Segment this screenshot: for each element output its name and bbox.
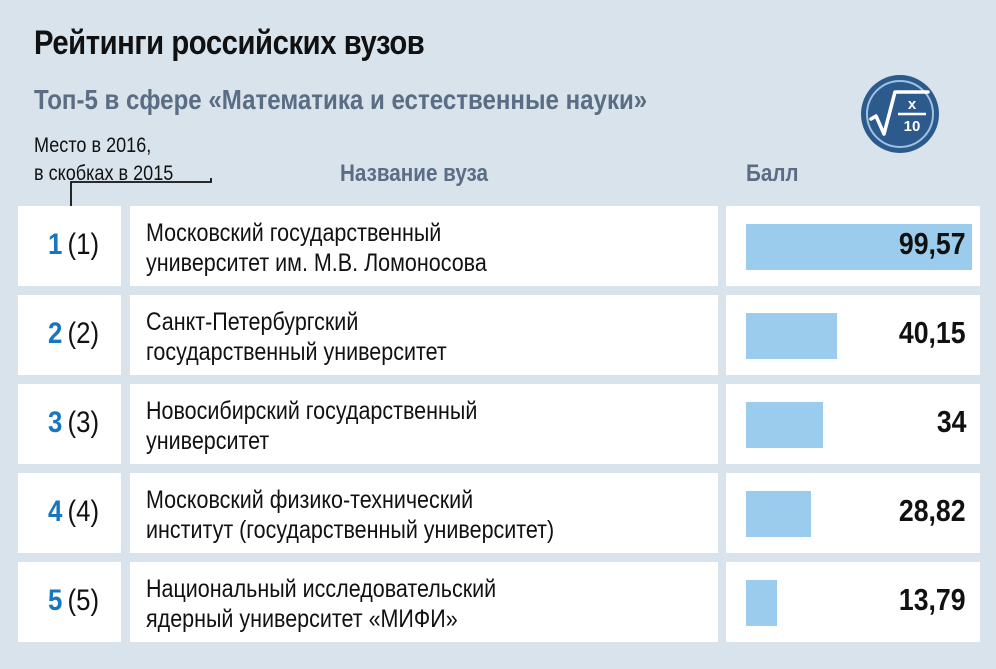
rank-number: 2 xyxy=(48,317,63,350)
university-name-line2: институт (государственный университет) xyxy=(146,516,555,544)
university-name: Новосибирский государственный университе… xyxy=(146,396,705,456)
ranking-table: 1 (1) Московский государственный универси… xyxy=(18,206,980,651)
university-name: Национальный исследовательский ядерный у… xyxy=(146,574,705,634)
column-header-name: Название вуза xyxy=(340,160,489,187)
score-label: 99,57 xyxy=(899,226,966,261)
score-bar xyxy=(746,313,837,359)
score-label: 34 xyxy=(936,404,966,439)
university-name-line2: университет xyxy=(146,427,270,455)
university-name-line1: Национальный исследовательский xyxy=(146,575,497,603)
table-row: 4 (4) Московский физико-технический инсти… xyxy=(18,473,980,553)
sqrt-x-over-10-icon: x 10 xyxy=(861,75,939,153)
badge-numerator: x xyxy=(908,96,917,113)
university-name: Московский физико-технический институт (… xyxy=(146,485,705,545)
badge-denominator: 10 xyxy=(904,118,921,135)
score-bar xyxy=(746,224,972,270)
rank-cell: 2 (2) xyxy=(18,295,121,375)
rank-previous: (1) xyxy=(67,228,100,261)
university-name: Санкт-Петербургский государственный унив… xyxy=(146,307,705,367)
page-title: Рейтинги российских вузов xyxy=(34,24,425,62)
score-bar xyxy=(746,491,811,537)
page-subtitle: Топ-5 в сфере «Математика и естественные… xyxy=(34,84,648,115)
rank-cell: 1 (1) xyxy=(18,206,121,286)
table-row: 5 (5) Национальный исследовательский ядер… xyxy=(18,562,980,642)
university-name-line2: государственный университет xyxy=(146,338,447,366)
university-name-line1: Московский физико-технический xyxy=(146,486,474,514)
rank-number: 5 xyxy=(48,584,63,617)
score-bar xyxy=(746,402,823,448)
university-name-line1: Санкт-Петербургский xyxy=(146,308,359,336)
rank-number: 3 xyxy=(48,406,63,439)
place-note-line1: Место в 2016, xyxy=(34,134,152,157)
place-note-line2: в скобках в 2015 xyxy=(34,162,174,185)
rank-previous: (3) xyxy=(67,406,100,439)
rank-previous: (4) xyxy=(67,495,100,528)
rank-cell: 4 (4) xyxy=(18,473,121,553)
name-cell: Национальный исследовательский ядерный у… xyxy=(130,562,718,642)
score-label: 40,15 xyxy=(899,315,966,350)
score-cell: 28,82 xyxy=(726,473,980,553)
score-cell: 13,79 xyxy=(726,562,980,642)
name-cell: Санкт-Петербургский государственный унив… xyxy=(130,295,718,375)
score-cell: 40,15 xyxy=(726,295,980,375)
rank-cell: 5 (5) xyxy=(18,562,121,642)
rank-cell: 3 (3) xyxy=(18,384,121,464)
university-name-line1: Московский государственный xyxy=(146,219,442,247)
rank-previous: (2) xyxy=(67,317,100,350)
place-note: Место в 2016, в скобках в 2015 xyxy=(34,132,173,188)
name-cell: Московский государственный университет и… xyxy=(130,206,718,286)
rank-previous: (5) xyxy=(67,584,100,617)
university-name-line2: ядерный университет «МИФИ» xyxy=(146,605,458,633)
university-name: Московский государственный университет и… xyxy=(146,218,705,278)
score-label: 13,79 xyxy=(899,582,966,617)
name-cell: Московский физико-технический институт (… xyxy=(130,473,718,553)
column-header-score: Балл xyxy=(746,160,799,187)
rank-number: 4 xyxy=(48,495,63,528)
university-name-line2: университет им. М.В. Ломоносова xyxy=(146,249,487,277)
university-name-line1: Новосибирский государственный xyxy=(146,397,478,425)
table-row: 2 (2) Санкт-Петербургский государственный… xyxy=(18,295,980,375)
table-row: 1 (1) Московский государственный универси… xyxy=(18,206,980,286)
table-row: 3 (3) Новосибирский государственный униве… xyxy=(18,384,980,464)
score-label: 28,82 xyxy=(899,493,966,528)
rank-number: 1 xyxy=(48,228,63,261)
score-bar xyxy=(746,580,777,626)
score-cell: 99,57 xyxy=(726,206,980,286)
score-cell: 34 xyxy=(726,384,980,464)
name-cell: Новосибирский государственный университе… xyxy=(130,384,718,464)
